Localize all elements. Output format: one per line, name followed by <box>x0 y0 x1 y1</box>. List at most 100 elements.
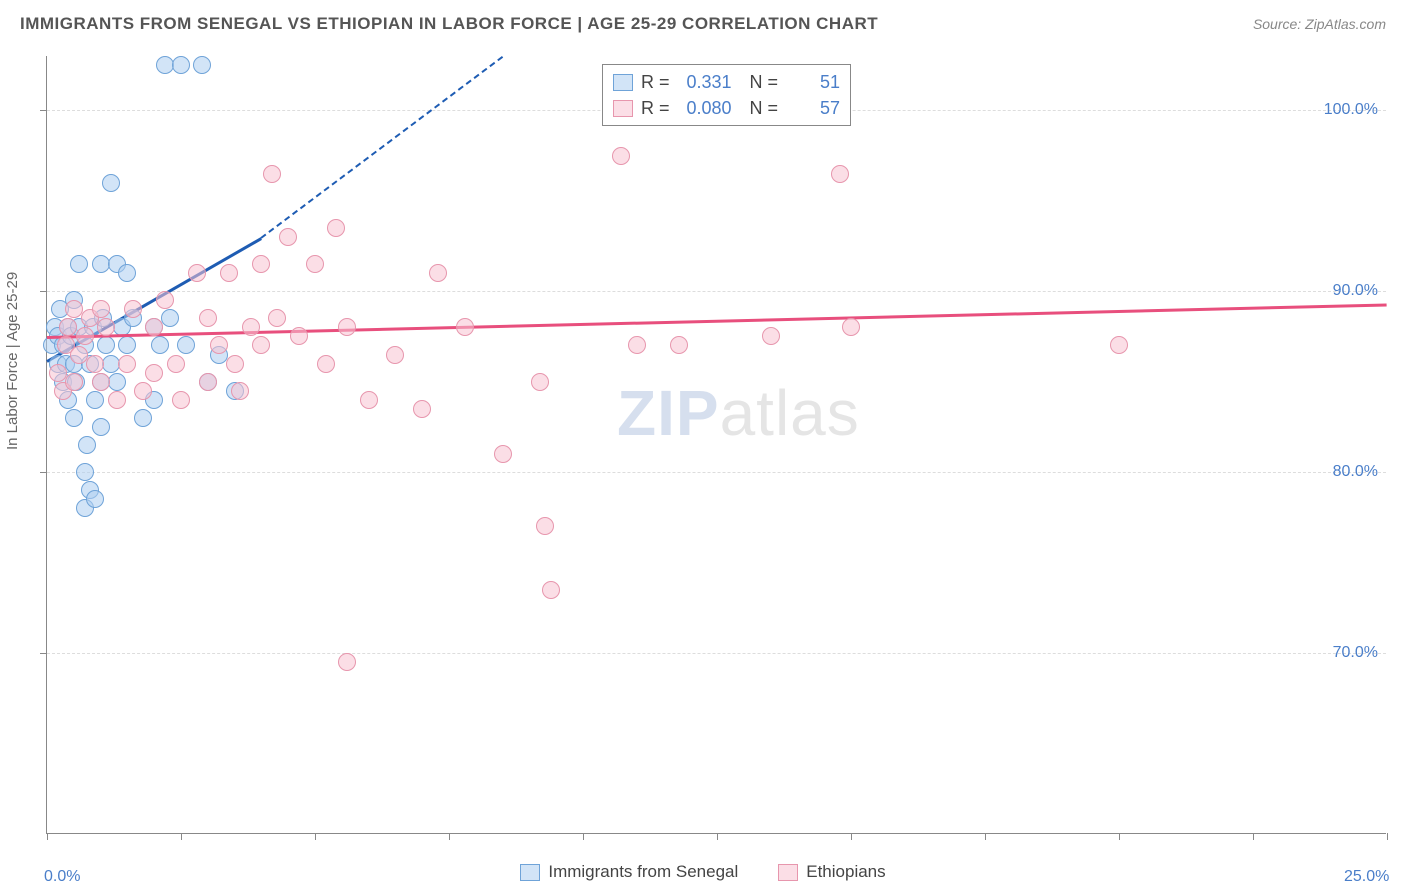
data-point-ethiopians <box>76 327 94 345</box>
data-point-ethiopians <box>199 373 217 391</box>
legend-stats-row-ethiopians: R =0.080 N =57 <box>613 95 840 121</box>
legend-stats-row-senegal: R = 0.331 N = 51 <box>613 69 840 95</box>
x-axis-tick <box>1119 833 1120 840</box>
data-point-ethiopians <box>317 355 335 373</box>
data-point-ethiopians <box>199 309 217 327</box>
legend-item-senegal: Immigrants from Senegal <box>520 862 738 882</box>
trendline-dashed-senegal <box>261 56 503 239</box>
data-point-ethiopians <box>762 327 780 345</box>
legend-bottom: Immigrants from Senegal Ethiopians <box>0 858 1406 886</box>
x-axis-tick <box>181 833 182 840</box>
r-value-senegal: 0.331 <box>678 72 732 93</box>
n-value-senegal: 51 <box>786 72 840 93</box>
y-axis-tick-label: 70.0% <box>1333 644 1378 662</box>
data-point-ethiopians <box>65 300 83 318</box>
data-point-senegal <box>151 336 169 354</box>
data-point-ethiopians <box>108 391 126 409</box>
y-axis-label: In Labor Force | Age 25-29 <box>4 272 21 450</box>
data-point-ethiopians <box>338 653 356 671</box>
data-point-senegal <box>102 174 120 192</box>
data-point-ethiopians <box>531 373 549 391</box>
data-point-ethiopians <box>92 300 110 318</box>
legend-swatch-ethiopians <box>778 864 798 881</box>
x-axis-tick <box>985 833 986 840</box>
r-value-ethiopians: 0.080 <box>678 98 732 119</box>
data-point-senegal <box>78 436 96 454</box>
data-point-ethiopians <box>118 355 136 373</box>
legend-swatch-senegal <box>520 864 540 881</box>
data-point-senegal <box>161 309 179 327</box>
data-point-senegal <box>172 56 190 74</box>
x-axis-tick <box>1253 833 1254 840</box>
data-point-ethiopians <box>612 147 630 165</box>
legend-label-ethiopians: Ethiopians <box>806 862 885 882</box>
data-point-ethiopians <box>456 318 474 336</box>
data-point-ethiopians <box>167 355 185 373</box>
data-point-ethiopians <box>386 346 404 364</box>
data-point-senegal <box>92 255 110 273</box>
x-axis-tick <box>851 833 852 840</box>
data-point-ethiopians <box>263 165 281 183</box>
r-label: R = <box>641 72 670 93</box>
data-point-ethiopians <box>49 364 67 382</box>
legend-item-ethiopians: Ethiopians <box>778 862 885 882</box>
data-point-ethiopians <box>220 264 238 282</box>
data-point-ethiopians <box>124 300 142 318</box>
x-axis-tick <box>583 833 584 840</box>
data-point-ethiopians <box>413 400 431 418</box>
legend-label-senegal: Immigrants from Senegal <box>548 862 738 882</box>
data-point-ethiopians <box>536 517 554 535</box>
data-point-ethiopians <box>831 165 849 183</box>
x-axis-tick <box>717 833 718 840</box>
y-axis-tick <box>40 472 47 473</box>
data-point-ethiopians <box>429 264 447 282</box>
data-point-senegal <box>108 373 126 391</box>
y-axis-tick <box>40 110 47 111</box>
data-point-ethiopians <box>252 336 270 354</box>
data-point-ethiopians <box>86 355 104 373</box>
data-point-senegal <box>134 409 152 427</box>
gridline-h <box>47 291 1386 292</box>
data-point-senegal <box>118 264 136 282</box>
x-axis-tick <box>1387 833 1388 840</box>
data-point-ethiopians <box>226 355 244 373</box>
data-point-senegal <box>193 56 211 74</box>
n-value-ethiopians: 57 <box>786 98 840 119</box>
data-point-ethiopians <box>494 445 512 463</box>
chart-title: IMMIGRANTS FROM SENEGAL VS ETHIOPIAN IN … <box>20 14 878 33</box>
data-point-ethiopians <box>670 336 688 354</box>
data-point-ethiopians <box>210 336 228 354</box>
x-axis-tick <box>315 833 316 840</box>
data-point-senegal <box>76 463 94 481</box>
data-point-senegal <box>86 490 104 508</box>
data-point-senegal <box>70 255 88 273</box>
y-axis-tick-label: 80.0% <box>1333 463 1378 481</box>
data-point-senegal <box>86 391 104 409</box>
legend-swatch-ethiopians <box>613 100 633 117</box>
data-point-ethiopians <box>92 373 110 391</box>
data-point-ethiopians <box>290 327 308 345</box>
data-point-ethiopians <box>252 255 270 273</box>
gridline-h <box>47 653 1386 654</box>
n-label: N = <box>740 72 779 93</box>
data-point-ethiopians <box>231 382 249 400</box>
data-point-ethiopians <box>242 318 260 336</box>
y-axis-tick-label: 90.0% <box>1333 282 1378 300</box>
data-point-ethiopians <box>542 581 560 599</box>
data-point-ethiopians <box>65 373 83 391</box>
x-axis-tick <box>47 833 48 840</box>
data-point-ethiopians <box>188 264 206 282</box>
plot-area: 70.0%80.0%90.0%100.0%ZIPatlasR =0.331 N … <box>46 56 1386 834</box>
data-point-ethiopians <box>327 219 345 237</box>
data-point-ethiopians <box>360 391 378 409</box>
legend-stats: R =0.331 N =51R =0.080 N =57 <box>602 64 851 126</box>
data-point-senegal <box>92 418 110 436</box>
data-point-ethiopians <box>172 391 190 409</box>
data-point-ethiopians <box>338 318 356 336</box>
data-point-ethiopians <box>145 364 163 382</box>
r-label: R = <box>641 98 670 119</box>
data-point-ethiopians <box>628 336 646 354</box>
y-axis-tick-label: 100.0% <box>1324 101 1378 119</box>
y-axis-tick <box>40 653 47 654</box>
data-point-ethiopians <box>842 318 860 336</box>
